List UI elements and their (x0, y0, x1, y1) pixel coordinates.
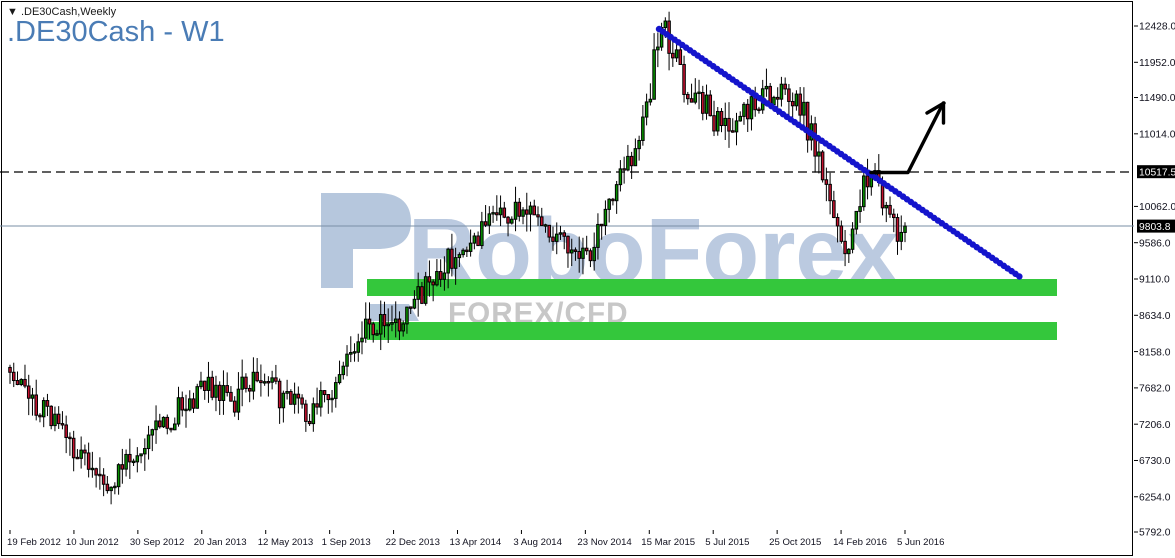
svg-text:7682.0: 7682.0 (1139, 384, 1171, 395)
svg-text:9110.0: 9110.0 (1139, 275, 1170, 286)
svg-text:20 Jan 2013: 20 Jan 2013 (194, 537, 247, 548)
svg-text:11014.0: 11014.0 (1139, 130, 1175, 141)
svg-text:6730.0: 6730.0 (1139, 456, 1171, 467)
svg-text:30 Sep 2012: 30 Sep 2012 (130, 537, 184, 548)
svg-text:11490.0: 11490.0 (1139, 93, 1175, 104)
svg-text:8634.0: 8634.0 (1139, 311, 1171, 322)
svg-text:23 Nov 2014: 23 Nov 2014 (577, 537, 632, 548)
svg-text:8158.0: 8158.0 (1139, 347, 1171, 358)
svg-text:9803.8: 9803.8 (1139, 222, 1171, 233)
svg-text:11952.0: 11952.0 (1139, 58, 1175, 69)
svg-text:5 Jun 2016: 5 Jun 2016 (897, 537, 944, 548)
svg-text:10517.5: 10517.5 (1139, 167, 1175, 178)
svg-text:5 Jul 2015: 5 Jul 2015 (705, 537, 749, 548)
svg-text:10 Jun 2012: 10 Jun 2012 (66, 537, 119, 548)
svg-text:14 Feb 2016: 14 Feb 2016 (833, 537, 887, 548)
svg-text:10062.0: 10062.0 (1139, 202, 1175, 213)
svg-text:12 May 2013: 12 May 2013 (258, 537, 313, 548)
svg-text:6254.0: 6254.0 (1139, 492, 1171, 503)
svg-text:12428.0: 12428.0 (1139, 22, 1175, 33)
svg-text:25 Oct 2015: 25 Oct 2015 (769, 537, 821, 548)
svg-text:3 Aug 2014: 3 Aug 2014 (513, 537, 562, 548)
svg-text:1 Sep 2013: 1 Sep 2013 (322, 537, 371, 548)
svg-text:5792.0: 5792.0 (1139, 528, 1171, 539)
svg-text:15 Mar 2015: 15 Mar 2015 (641, 537, 695, 548)
svg-text:9586.0: 9586.0 (1139, 238, 1171, 249)
svg-text:22 Dec 2013: 22 Dec 2013 (386, 537, 440, 548)
svg-text:13 Apr 2014: 13 Apr 2014 (450, 537, 502, 548)
svg-text:19 Feb 2012: 19 Feb 2012 (7, 537, 61, 548)
svg-text:7206.0: 7206.0 (1139, 420, 1171, 431)
